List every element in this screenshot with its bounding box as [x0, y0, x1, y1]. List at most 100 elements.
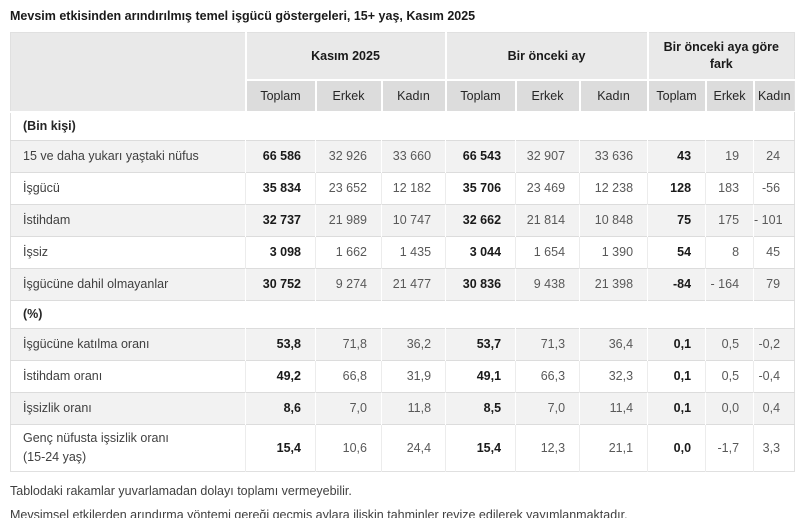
- cell-value: 71,3: [515, 327, 581, 360]
- section-header-label: (%): [10, 299, 795, 328]
- row-label: İşgücüne dahil olmayanlar: [10, 267, 246, 300]
- cell-value: 7,0: [315, 391, 382, 424]
- table-row: İşsiz 3 098 1 662 1 435 3 044 1 654 1 390 54 8 45: [10, 235, 795, 268]
- footnote-revision: Mevsimsel etkilerden arındırma yöntemi g…: [10, 507, 628, 518]
- cell-value: 43: [647, 139, 707, 172]
- cell-value: 12 182: [381, 171, 447, 204]
- cell-value: 36,4: [579, 327, 649, 360]
- cell-value: 0,1: [647, 359, 707, 392]
- cell-value: 79: [753, 267, 795, 300]
- cell-value: 23 469: [515, 171, 581, 204]
- subheader-male: Erkek: [705, 80, 755, 112]
- cell-value: 21 814: [515, 203, 581, 236]
- cell-value: -84: [647, 267, 707, 300]
- row-label: İstihdam: [10, 203, 246, 236]
- page-title: Mevsim etkisinden arındırılmış temel işg…: [10, 9, 476, 23]
- cell-value: 1 390: [579, 235, 649, 268]
- subheader-male: Erkek: [515, 80, 581, 112]
- cell-value: 30 836: [445, 267, 517, 300]
- cell-value: 7,0: [515, 391, 581, 424]
- cell-value: 1 662: [315, 235, 382, 268]
- cell-value: 0,0: [705, 391, 755, 424]
- cell-value: 0,1: [647, 327, 707, 360]
- cell-value: 3 044: [445, 235, 517, 268]
- table-row: İşgücü 35 834 23 652 12 182 35 706 23 469 12 2…: [10, 171, 795, 204]
- cell-value: 0,1: [647, 391, 707, 424]
- cell-value: 0,5: [705, 327, 755, 360]
- cell-value: 21 477: [381, 267, 447, 300]
- cell-value: 33 636: [579, 139, 649, 172]
- table-body: (Bin kişi) 15 ve daha yukarı yaştaki nüfu…: [10, 111, 795, 471]
- subheader-female: Kadın: [381, 80, 447, 112]
- cell-value: -1,7: [705, 423, 755, 471]
- labour-indicators-table: Kasım 2025 Bir önceki ay Bir önceki aya …: [10, 32, 796, 472]
- row-label: İşsiz: [10, 235, 246, 268]
- subheader-total: Toplam: [245, 80, 317, 112]
- cell-value: -56: [753, 171, 795, 204]
- row-label: İşgücüne katılma oranı: [10, 327, 246, 360]
- table-row: İşsizlik oranı 8,6 7,0 11,8 8,5 7,0 11,4 0,1 0,0…: [10, 391, 795, 424]
- header-group-previous-month: Bir önceki ay: [445, 32, 649, 81]
- cell-value: 24: [753, 139, 795, 172]
- table-row: 15 ve daha yukarı yaştaki nüfus 66 586 32 …: [10, 139, 795, 172]
- row-label: İşsizlik oranı: [10, 391, 246, 424]
- cell-value: 12 238: [579, 171, 649, 204]
- cell-value: 0,0: [647, 423, 707, 471]
- cell-value: 0,5: [705, 359, 755, 392]
- cell-value: 9 274: [315, 267, 382, 300]
- row-label: Genç nüfusta işsizlik oranı (15-24 yaş): [10, 423, 246, 471]
- cell-value: -0,4: [753, 359, 795, 392]
- cell-value: 45: [753, 235, 795, 268]
- cell-value: 53,7: [445, 327, 517, 360]
- cell-value: 128: [647, 171, 707, 204]
- cell-value: 32 907: [515, 139, 581, 172]
- cell-value: 11,4: [579, 391, 649, 424]
- cell-value: 66,8: [315, 359, 382, 392]
- header-group-difference: Bir önceki aya göre fark: [647, 32, 795, 81]
- cell-value: 10,6: [315, 423, 382, 471]
- cell-value: 35 706: [445, 171, 517, 204]
- cell-value: 8,6: [245, 391, 316, 424]
- cell-value: 1 654: [515, 235, 581, 268]
- cell-value: 8: [705, 235, 755, 268]
- cell-value: 53,8: [245, 327, 316, 360]
- cell-value: 0,4: [753, 391, 795, 424]
- table-header: Kasım 2025 Bir önceki ay Bir önceki aya …: [10, 32, 795, 113]
- table-row: Genç nüfusta işsizlik oranı (15-24 yaş) 15…: [10, 423, 795, 471]
- table-row: İstihdam 32 737 21 989 10 747 32 662 21 814 10…: [10, 203, 795, 236]
- header-sub-row: Toplam Erkek Kadın Toplam Erkek Kadın To…: [11, 80, 795, 112]
- section-header-row: (Bin kişi): [10, 111, 795, 140]
- footnote-rounding: Tablodaki rakamlar yuvarlamadan dolayı t…: [10, 483, 352, 498]
- cell-value: 21 989: [315, 203, 382, 236]
- cell-value: 9 438: [515, 267, 581, 300]
- cell-value: 3 098: [245, 235, 316, 268]
- section-header-label: (Bin kişi): [10, 111, 795, 140]
- cell-value: 32,3: [579, 359, 649, 392]
- subheader-total: Toplam: [647, 80, 707, 112]
- cell-value: 35 834: [245, 171, 316, 204]
- table-row: İstihdam oranı 49,2 66,8 31,9 49,1 66,3 32,3 0,…: [10, 359, 795, 392]
- cell-value: 66,3: [515, 359, 581, 392]
- cell-value: 1 435: [381, 235, 447, 268]
- cell-value: -0,2: [753, 327, 795, 360]
- cell-value: 49,2: [245, 359, 316, 392]
- cell-value: 31,9: [381, 359, 447, 392]
- cell-value: 32 737: [245, 203, 316, 236]
- cell-value: 32 926: [315, 139, 382, 172]
- cell-value: 10 848: [579, 203, 649, 236]
- cell-value: 66 543: [445, 139, 517, 172]
- cell-value: 30 752: [245, 267, 316, 300]
- header-corner-cell: [10, 32, 247, 113]
- row-label: 15 ve daha yukarı yaştaki nüfus: [10, 139, 246, 172]
- cell-value: 21,1: [579, 423, 649, 471]
- header-group-current: Kasım 2025: [245, 32, 447, 81]
- cell-value: 66 586: [245, 139, 316, 172]
- cell-value: - 101: [753, 203, 795, 236]
- section-header-row: (%): [10, 299, 795, 328]
- cell-value: 33 660: [381, 139, 447, 172]
- cell-value: 32 662: [445, 203, 517, 236]
- subheader-female: Kadın: [753, 80, 795, 112]
- cell-value: 71,8: [315, 327, 382, 360]
- cell-value: 19: [705, 139, 755, 172]
